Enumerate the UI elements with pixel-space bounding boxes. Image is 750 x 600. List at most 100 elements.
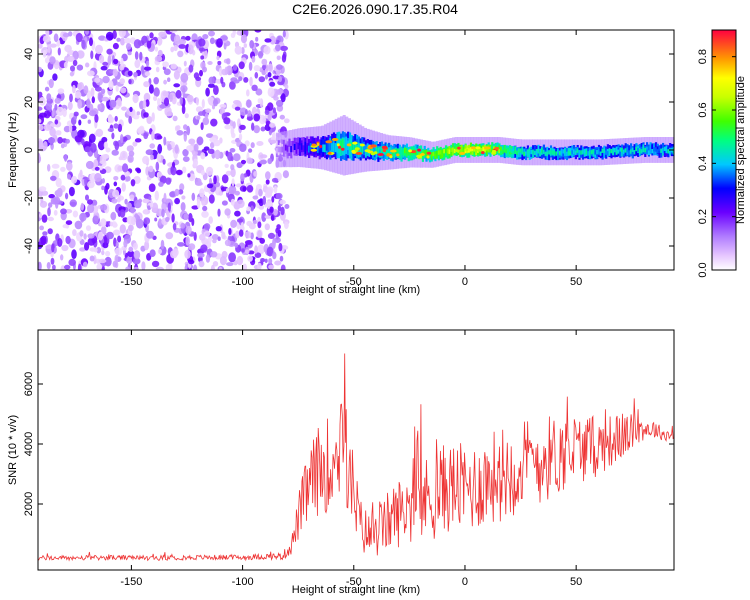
noise-cell <box>250 142 255 149</box>
signal-peak <box>381 145 388 149</box>
colorbar-tick-label: 0.6 <box>697 102 709 117</box>
noise-cell <box>207 61 213 65</box>
noise-cell <box>110 211 117 221</box>
signal-cell <box>667 149 670 154</box>
noise-cell <box>102 242 109 249</box>
x-tick-label: -50 <box>346 576 362 588</box>
noise-cell <box>206 166 214 176</box>
noise-cell <box>155 161 160 172</box>
noise-cell <box>38 140 44 149</box>
noise-cell <box>279 199 286 205</box>
noise-cell <box>72 84 76 94</box>
signal-cell <box>646 149 649 154</box>
noise-cell <box>224 66 228 76</box>
noise-cell <box>160 239 165 250</box>
signal-cell <box>400 150 403 156</box>
noise-cell <box>234 106 241 111</box>
noise-cell <box>119 64 125 71</box>
noise-cell <box>257 98 262 104</box>
noise-cell <box>68 124 73 133</box>
signal-cell <box>635 146 638 152</box>
noise-cell <box>208 30 215 37</box>
noise-cell <box>239 124 246 130</box>
signal-cell <box>455 146 458 152</box>
signal-cell <box>469 147 473 152</box>
noise-cell <box>254 245 258 254</box>
noise-cell <box>163 79 168 85</box>
noise-cell <box>183 132 187 142</box>
signal-cell <box>548 150 551 155</box>
x-tick-label: 0 <box>462 276 468 288</box>
signal-peak <box>355 151 363 155</box>
noise-cell <box>180 72 189 83</box>
signal-cell <box>279 146 282 153</box>
signal-peak <box>328 151 332 155</box>
noise-cell <box>163 68 171 76</box>
noise-cell <box>217 60 222 66</box>
noise-cell <box>103 141 108 149</box>
signal-cell <box>507 148 510 157</box>
noise-cell <box>133 266 139 270</box>
noise-cell <box>282 170 289 179</box>
signal-cell <box>669 149 672 154</box>
signal-cell <box>418 147 421 156</box>
signal-peak <box>389 155 393 159</box>
signal-cell <box>569 151 572 156</box>
signal-cell <box>555 151 558 156</box>
noise-cell <box>63 61 68 69</box>
noise-cell <box>284 84 289 90</box>
noise-cell <box>162 91 169 97</box>
noise-cell <box>147 205 151 210</box>
noise-cell <box>267 87 275 97</box>
noise-cell <box>126 145 134 152</box>
noise-cell <box>51 110 55 117</box>
noise-cell <box>178 39 187 45</box>
signal-cell <box>475 148 478 154</box>
noise-cell <box>211 234 219 241</box>
snr-axes: -150 -100 -50 0 50 2000 4000 6000 <box>23 330 674 588</box>
signal-cell <box>517 148 521 153</box>
noise-cell <box>71 175 78 184</box>
noise-cell <box>77 263 82 270</box>
noise-cell <box>80 202 85 211</box>
signal-cell <box>334 143 337 153</box>
noise-cell <box>62 32 70 38</box>
noise-cell <box>221 174 229 184</box>
signal-cell <box>622 149 626 155</box>
noise-cell <box>184 113 189 119</box>
noise-cell <box>125 43 132 50</box>
noise-cell <box>100 218 107 228</box>
noise-cell <box>107 128 115 132</box>
noise-cell <box>181 105 186 115</box>
signal-cell <box>601 148 604 153</box>
noise-cell <box>244 249 250 254</box>
noise-cell <box>269 122 276 128</box>
signal-peak <box>354 148 359 152</box>
signal-cell <box>635 147 638 156</box>
signal-peak <box>483 146 491 150</box>
noise-cell <box>219 256 227 266</box>
noise-cell <box>81 138 85 146</box>
noise-cell <box>199 69 203 77</box>
noise-cell <box>179 183 185 191</box>
noise-cell <box>88 110 97 117</box>
noise-cell <box>145 60 150 67</box>
noise-cell <box>275 88 284 95</box>
noise-cell <box>38 106 43 111</box>
noise-cell <box>233 79 240 84</box>
signal-cell <box>354 142 357 151</box>
noise-cell <box>87 180 95 189</box>
noise-cell <box>258 188 263 197</box>
noise-cell <box>113 58 119 65</box>
noise-cell <box>181 195 186 200</box>
signal-peak <box>491 149 497 153</box>
signal-cell <box>441 149 444 154</box>
noise-cell <box>263 45 271 55</box>
noise-cell <box>114 254 119 264</box>
noise-cell <box>46 93 52 102</box>
signal-peak <box>377 153 384 156</box>
noise-cell <box>185 236 190 246</box>
signal-cell <box>621 148 624 157</box>
signal-cell <box>478 146 481 152</box>
noise-cell <box>230 164 235 171</box>
